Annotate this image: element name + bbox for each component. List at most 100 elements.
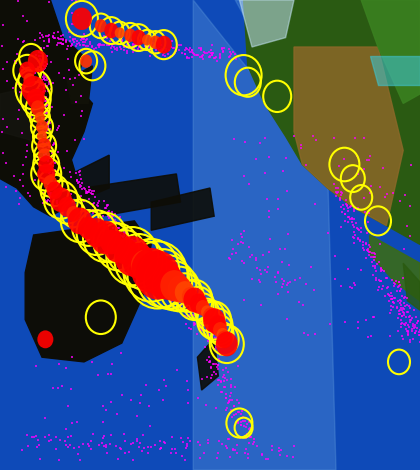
Circle shape: [115, 27, 125, 39]
Point: [186, 325, 193, 332]
Point: [130, 237, 137, 244]
Point: [215, 355, 222, 363]
Point: [251, 435, 257, 443]
Point: [238, 233, 245, 241]
Point: [231, 402, 237, 410]
Point: [42, 192, 49, 200]
Point: [45, 32, 51, 40]
Point: [43, 179, 50, 186]
Point: [230, 446, 236, 453]
Point: [309, 132, 316, 140]
Point: [203, 373, 210, 381]
Point: [77, 36, 84, 44]
Point: [156, 274, 163, 282]
Point: [284, 315, 291, 323]
Point: [35, 52, 42, 59]
Point: [201, 326, 208, 334]
Point: [367, 189, 374, 196]
Point: [184, 378, 190, 385]
Point: [45, 39, 52, 46]
Point: [50, 171, 56, 178]
Point: [181, 312, 188, 319]
Point: [144, 443, 151, 451]
Point: [134, 436, 141, 443]
Point: [44, 74, 51, 81]
Point: [47, 172, 54, 179]
Point: [238, 257, 245, 265]
Point: [313, 137, 320, 144]
Point: [331, 135, 338, 142]
Point: [195, 439, 202, 446]
Point: [40, 83, 47, 91]
Point: [160, 264, 167, 272]
Point: [42, 125, 49, 133]
Point: [90, 209, 97, 217]
Point: [47, 162, 54, 169]
Point: [43, 150, 50, 158]
Point: [184, 308, 191, 315]
Point: [128, 249, 134, 257]
Point: [366, 209, 373, 217]
Point: [208, 327, 215, 334]
Point: [111, 43, 118, 50]
Point: [144, 262, 151, 269]
Point: [374, 286, 381, 294]
Point: [155, 386, 162, 394]
Point: [142, 255, 149, 262]
Point: [36, 95, 43, 102]
Point: [42, 97, 48, 104]
Point: [68, 385, 75, 393]
Point: [146, 272, 153, 280]
Point: [44, 155, 51, 163]
Point: [410, 335, 417, 343]
Point: [41, 84, 47, 92]
Point: [284, 187, 290, 195]
Point: [39, 199, 46, 207]
Point: [85, 442, 92, 450]
Point: [51, 141, 58, 148]
Point: [102, 204, 108, 212]
Point: [36, 86, 43, 93]
Point: [214, 57, 221, 64]
Point: [46, 164, 53, 172]
Point: [86, 195, 92, 203]
Point: [36, 48, 42, 56]
Point: [80, 184, 87, 191]
Point: [38, 82, 45, 89]
Point: [63, 37, 69, 45]
Point: [65, 433, 72, 441]
Point: [71, 136, 78, 143]
Point: [66, 28, 73, 36]
Point: [232, 383, 239, 391]
Point: [47, 197, 53, 205]
Circle shape: [203, 307, 219, 325]
Point: [207, 328, 214, 335]
Point: [38, 46, 45, 54]
Point: [231, 135, 237, 142]
Point: [14, 36, 21, 43]
Point: [277, 451, 284, 459]
Point: [41, 37, 47, 44]
Point: [170, 291, 176, 298]
Point: [388, 303, 394, 310]
Point: [37, 44, 44, 51]
Point: [336, 163, 342, 170]
Point: [48, 149, 55, 157]
Point: [345, 207, 352, 214]
Point: [198, 53, 205, 61]
Point: [79, 34, 86, 41]
Point: [177, 295, 184, 303]
Point: [173, 286, 180, 294]
Point: [41, 75, 47, 82]
Point: [357, 266, 364, 274]
Point: [408, 317, 415, 324]
Point: [400, 308, 407, 315]
Point: [235, 241, 242, 248]
Point: [55, 149, 61, 156]
Point: [360, 244, 366, 251]
Point: [208, 51, 215, 59]
Point: [284, 231, 291, 238]
Point: [10, 85, 16, 92]
Point: [405, 303, 412, 310]
Point: [70, 36, 76, 44]
